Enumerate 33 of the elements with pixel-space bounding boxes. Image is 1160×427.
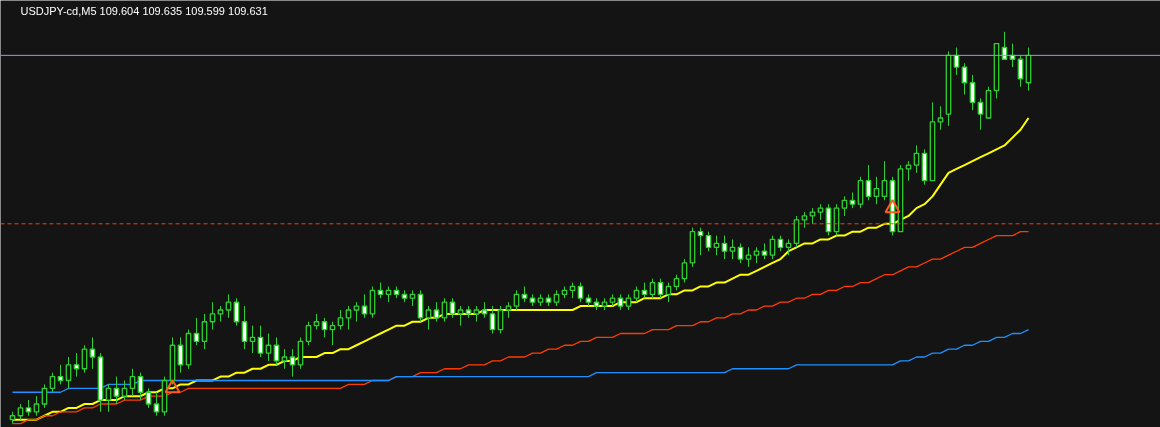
candlestick xyxy=(225,293,232,319)
candlestick xyxy=(433,301,440,323)
candlestick xyxy=(745,246,752,268)
candlestick xyxy=(193,317,200,346)
candlestick xyxy=(337,309,344,331)
candlestick xyxy=(497,305,504,334)
candlestick xyxy=(321,317,328,338)
candlestick xyxy=(281,348,288,370)
candlestick xyxy=(361,293,368,319)
candlestick xyxy=(905,160,912,182)
candlestick xyxy=(873,176,880,205)
candlestick xyxy=(33,395,40,417)
candlestick xyxy=(449,297,456,319)
chart-title: USDJPY-cd,M5 109.604 109.635 109.599 109.631 xyxy=(20,4,268,17)
candlestick xyxy=(89,336,96,370)
candlestick xyxy=(241,305,248,350)
candlestick xyxy=(345,305,352,331)
candlestick xyxy=(209,301,216,331)
candlestick xyxy=(937,105,944,131)
candlestick xyxy=(353,301,360,323)
candlestick xyxy=(265,332,272,362)
candlestick xyxy=(721,235,728,260)
candlestick xyxy=(201,313,208,350)
candlestick xyxy=(121,379,128,401)
candlestick xyxy=(841,195,848,217)
candlestick xyxy=(153,391,160,417)
candlestick xyxy=(233,297,240,327)
candlestick xyxy=(113,376,120,405)
candlestick xyxy=(289,348,296,378)
candlestick xyxy=(665,282,672,303)
candlestick xyxy=(969,74,976,111)
candlestick xyxy=(425,305,432,331)
candlestick xyxy=(457,305,464,327)
